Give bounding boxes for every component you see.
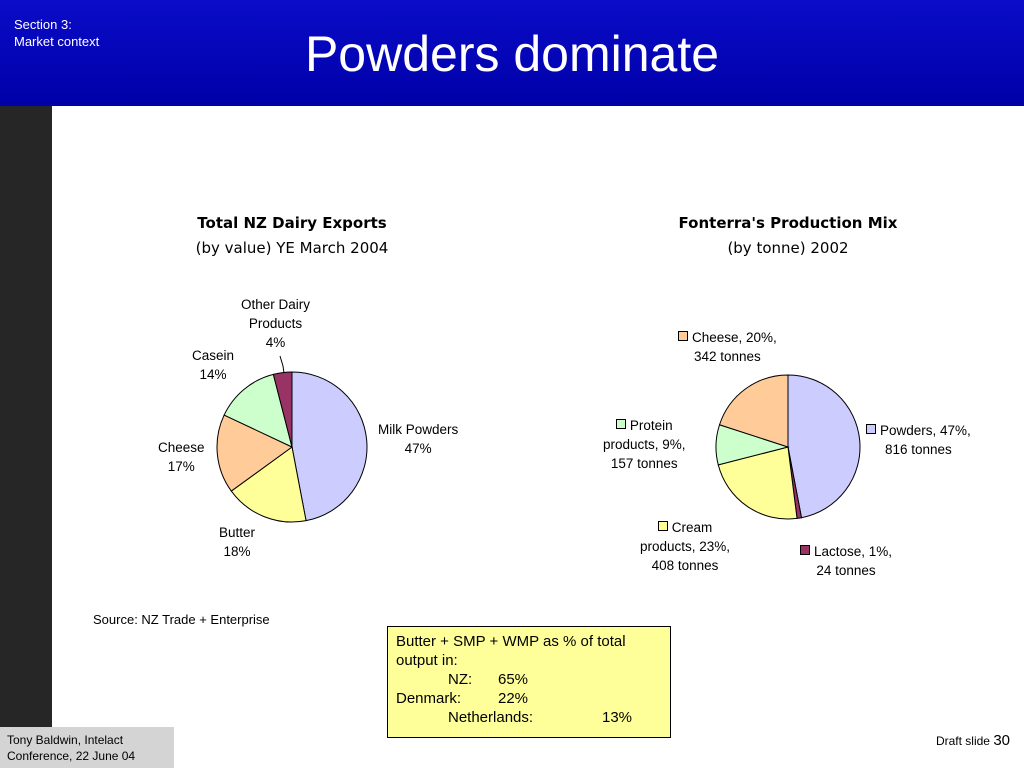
chart2-title: Fonterra's Production Mix xyxy=(678,214,898,232)
chart1-label-butter: Butter 18% xyxy=(219,525,256,559)
chart2-title-block: Fonterra's Production Mix (by tonne) 200… xyxy=(638,210,938,260)
section-label-line2: Market context xyxy=(14,34,100,49)
chart1-slice-casein xyxy=(223,373,293,448)
note-row-denmark: Denmark: 22% xyxy=(396,690,529,707)
chart1-label-milk-powders: Milk Powders 47% xyxy=(378,422,459,456)
chart1-label-casein: Casein 14% xyxy=(192,348,235,382)
footer-line1: Tony Baldwin, Intelact xyxy=(7,733,124,747)
slide-number: Draft slide 30 xyxy=(936,732,1010,749)
chart1-subtitle: (by value) YE March 2004 xyxy=(195,239,389,257)
chart1-slice-cheese xyxy=(216,414,293,492)
left-side-bar xyxy=(0,106,52,727)
chart2-slice-cheese xyxy=(718,374,789,448)
slide-number-value: 30 xyxy=(993,732,1010,749)
note-heading-line1: Butter + SMP + WMP as % of total xyxy=(396,633,626,650)
output-share-box: Butter + SMP + WMP as % of total output … xyxy=(387,626,671,738)
section-label-line1: Section 3: xyxy=(14,17,72,32)
chart2-label-cream: Cream products, 23%, 408 tonnes xyxy=(640,520,731,573)
chart1-slice-butter xyxy=(230,446,307,523)
chart2-label-lactose: Lactose, 1%, 24 tonnes xyxy=(800,542,892,580)
chart1-label-cheese: Cheese 17% xyxy=(158,440,205,474)
source-note: Source: NZ Trade + Enterprise xyxy=(93,612,270,627)
chart1-title: Total NZ Dairy Exports xyxy=(197,214,387,232)
chart1-slice-other-dairy-products xyxy=(272,371,293,448)
section-label: Section 3: Market context xyxy=(14,16,99,50)
footer-line2: Conference, 22 June 04 xyxy=(7,749,136,763)
chart2-label-protein: Protein products, 9%, 157 tonnes xyxy=(603,418,686,471)
chart2-label-cheese: Cheese, 20%, 342 tonnes xyxy=(678,328,777,366)
note-row-netherlands: Netherlands: 13% xyxy=(448,709,633,726)
chart1-title-block: Total NZ Dairy Exports (by value) YE Mar… xyxy=(142,210,442,260)
chart1-leader-line-other-dairy xyxy=(279,355,285,374)
slide-title: Powders dominate xyxy=(304,26,720,82)
note-heading-line2: output in: xyxy=(396,652,458,669)
chart1-label-other-dairy: Other Dairy Products 4% xyxy=(241,297,311,350)
chart2-subtitle: (by tonne) 2002 xyxy=(727,239,849,257)
note-row-nz: NZ: 65% xyxy=(448,671,529,688)
footer-presenter-box: Tony Baldwin, Intelact Conference, 22 Ju… xyxy=(0,727,174,768)
chart2-slice-powders xyxy=(787,374,861,519)
chart1-slice-milk-powders xyxy=(291,371,368,522)
chart2-label-powders: Powders, 47%, 816 tonnes xyxy=(866,421,971,459)
slide-label: Draft slide xyxy=(935,734,990,748)
title-bar: Section 3: Market context Powders domina… xyxy=(0,0,1024,106)
chart2-slice-cream-products xyxy=(717,446,798,520)
